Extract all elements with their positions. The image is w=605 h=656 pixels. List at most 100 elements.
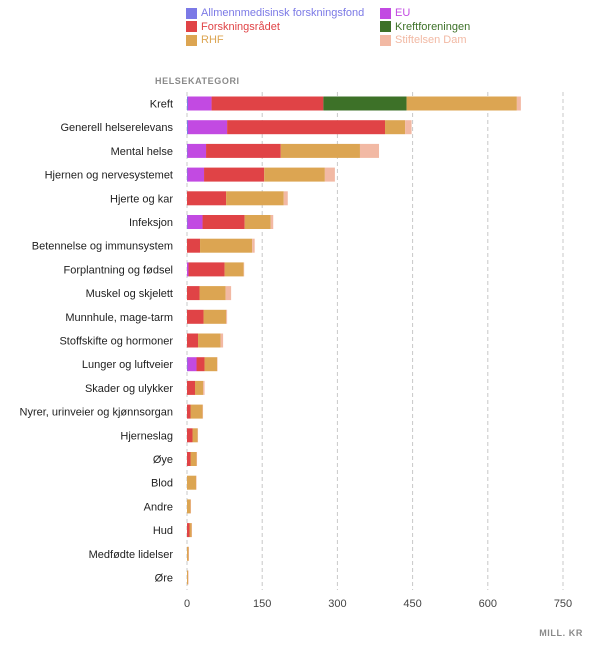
x-tick-label: 150	[253, 598, 271, 610]
legend-swatch	[380, 34, 391, 46]
bar-segment-stiftelsen-dam	[220, 333, 224, 348]
category-label: Øye	[153, 454, 173, 466]
bar-segment-forskningsra-det	[187, 286, 200, 301]
bar-segment-allmennmedisinsk-forskningsfond	[187, 143, 188, 158]
category-label: Forplantning og fødsel	[64, 264, 173, 276]
legend-swatch	[380, 7, 391, 19]
legend-item-kreftforeningen: Kreftforeningen	[380, 21, 470, 33]
bar-segment-rhf	[187, 570, 189, 585]
legend-label: Kreftforeningen	[395, 20, 471, 33]
category-label: Medfødte lidelser	[89, 549, 174, 561]
x-tick-label: 450	[403, 598, 421, 610]
bar-segment-kreftforeningen	[323, 96, 407, 111]
category-label: Infeksjon	[129, 217, 173, 229]
category-label: Hjerneslag	[120, 430, 173, 442]
category-label: Skader og ulykker	[85, 383, 173, 395]
legend-item-eu: EU	[380, 7, 410, 19]
category-label: Mental helse	[111, 146, 173, 158]
bar-segment-stiftelsen-dam	[405, 120, 412, 135]
bar-segment-eu	[188, 96, 212, 111]
bar-segment-rhf	[200, 238, 253, 253]
bar-segment-rhf	[406, 96, 517, 111]
bar-segment-forskningsra-det	[187, 333, 199, 348]
category-label: Blod	[151, 478, 173, 490]
x-tick-label: 750	[554, 598, 572, 610]
legend-label: RHF	[201, 34, 224, 46]
bar-segment-eu	[187, 357, 197, 372]
bar-segment-stiftelsen-dam	[188, 570, 189, 585]
legend-swatch	[380, 21, 391, 32]
bar-segment-rhf	[189, 523, 192, 538]
legend-swatch	[186, 34, 197, 46]
bar-segment-rhf	[190, 404, 203, 419]
category-label: Hud	[153, 525, 173, 537]
bar-segment-rhf	[187, 475, 197, 490]
bar-segment-forskningsra-det	[187, 380, 196, 395]
legend-swatch	[186, 21, 197, 32]
category-label: Muskel og skjelett	[86, 288, 173, 300]
bar-segment-stiftelsen-dam	[243, 262, 245, 277]
bar-segment-forskningsra-det	[187, 238, 201, 253]
bar-segment-stiftelsen-dam	[190, 499, 192, 514]
bar-segment-rhf	[192, 428, 198, 443]
bar-segment-rhf	[264, 167, 325, 182]
legend-item-stiftelsen-dam: Stiftelsen Dam	[380, 34, 467, 46]
category-label: Lunger og luftveier	[82, 359, 173, 371]
bar-segment-eu	[187, 262, 189, 277]
legend-label: Forskningsrådet	[201, 20, 280, 33]
bar-segment-allmennmedisinsk-forskningsfond	[187, 120, 189, 135]
bar-segment-stiftelsen-dam	[191, 523, 193, 538]
category-label: Hjerte og kar	[110, 193, 173, 205]
bar-segment-stiftelsen-dam	[196, 475, 197, 490]
category-label: Øre	[155, 573, 173, 585]
bar-segment-rhf	[204, 357, 218, 372]
bar-segment-forskningsra-det	[187, 428, 193, 443]
bar-segment-stiftelsen-dam	[225, 286, 232, 301]
bar-segment-forskningsra-det	[187, 452, 191, 466]
x-tick-label: 300	[328, 598, 346, 610]
bar-segment-rhf	[199, 286, 226, 301]
legend-item-allmennmedisinsk-forskningsfond: Allmennmedisinsk forskningsfond	[186, 7, 364, 19]
bar-segment-allmennmedisinsk-forskningsfond	[187, 215, 188, 229]
x-axis-unit: MILL. KR	[539, 628, 583, 638]
bar-segment-stiftelsen-dam	[270, 215, 274, 229]
x-tick-label: 0	[184, 598, 190, 610]
bar-segment-stiftelsen-dam	[203, 380, 205, 395]
legend-swatch	[186, 7, 197, 19]
legend-label: Stiftelsen Dam	[395, 34, 467, 46]
bar-segment-stiftelsen-dam	[196, 452, 198, 466]
bar-segment-stiftelsen-dam	[226, 309, 228, 324]
bar-segment-forskningsra-det	[187, 523, 190, 538]
bar-segment-forskningsra-det	[196, 357, 205, 372]
bar-segment-forskningsra-det	[187, 191, 227, 206]
bar-segment-rhf	[195, 380, 204, 395]
bar-segment-eu	[188, 120, 228, 135]
bar-segment-rhf	[190, 452, 197, 466]
bar-segment-rhf	[198, 333, 221, 348]
category-label: Munnhule, mage-tarm	[65, 312, 173, 324]
bar-segment-eu	[187, 167, 205, 182]
bar-segment-rhf	[187, 546, 189, 561]
bar-segment-forskningsra-det	[202, 215, 245, 229]
category-label: Nyrer, urinveier og kjønnsorgan	[20, 407, 173, 419]
bar-segment-allmennmedisinsk-forskningsfond	[187, 357, 188, 372]
bar-segment-rhf	[203, 309, 227, 324]
y-axis-title: HELSEKATEGORI	[155, 76, 240, 86]
bar-segment-rhf	[224, 262, 244, 277]
bar-segment-rhf	[385, 120, 406, 135]
bar-segment-forskningsra-det	[187, 404, 191, 419]
bar-segment-stiftelsen-dam	[252, 238, 255, 253]
bar-segment-allmennmedisinsk-forskningsfond	[187, 96, 189, 111]
category-label: Stoffskifte og hormoner	[59, 336, 173, 348]
bar-segment-allmennmedisinsk-forskningsfond	[187, 167, 188, 182]
bar-segment-stiftelsen-dam	[283, 191, 288, 206]
bar-segment-forskningsra-det	[211, 96, 324, 111]
category-label: Kreft	[150, 99, 173, 111]
category-label: Andre	[144, 501, 173, 513]
bar-segment-rhf	[280, 143, 360, 158]
legend: Allmennmedisinsk forskningsfond EU Forskni…	[186, 7, 486, 49]
bar-segment-eu	[187, 143, 207, 158]
bar-segment-stiftelsen-dam	[202, 404, 204, 419]
